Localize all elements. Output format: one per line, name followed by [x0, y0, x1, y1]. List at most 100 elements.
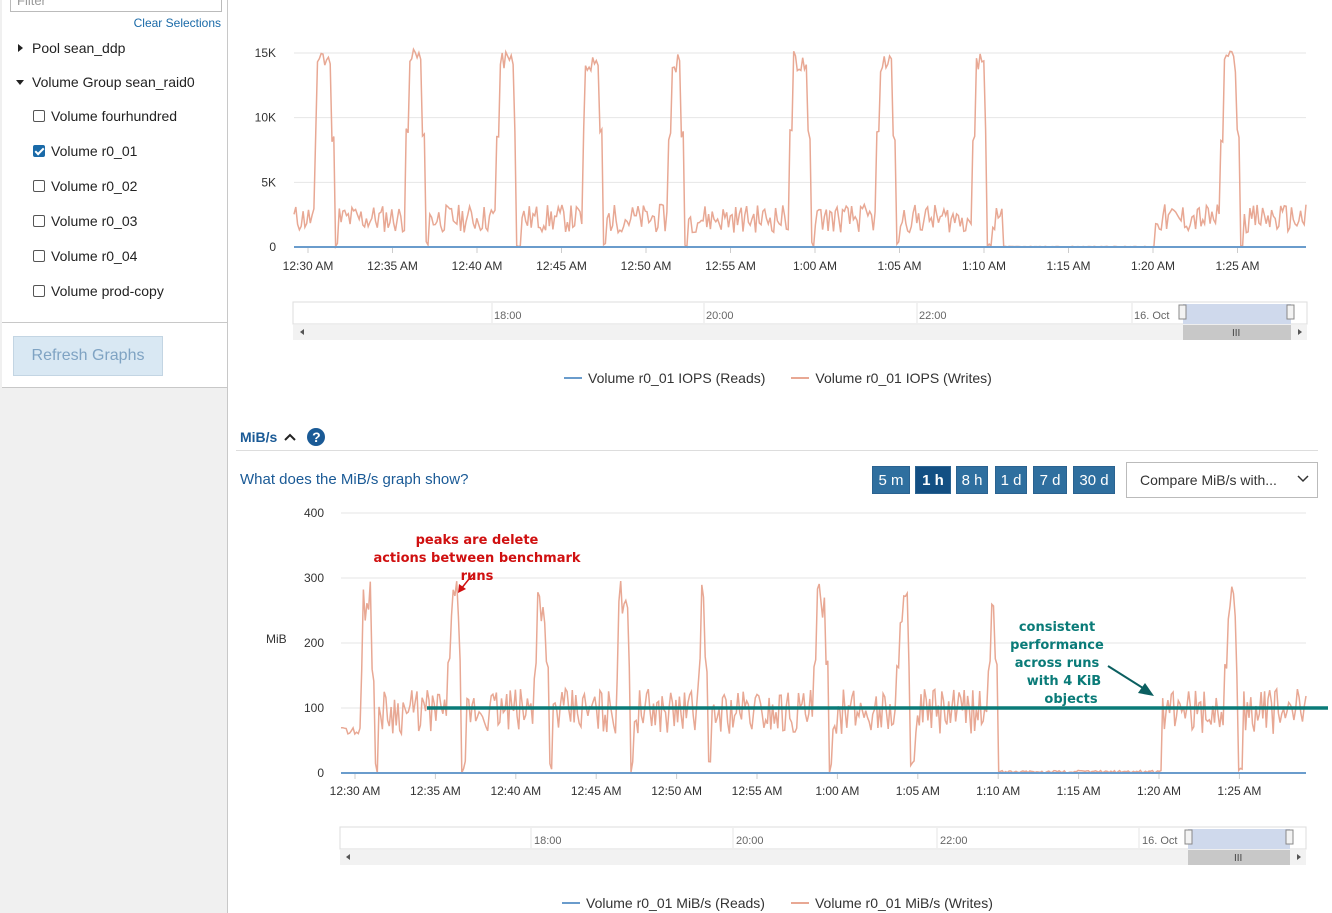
x-tick-label: 12:35 AM — [410, 784, 461, 798]
mibs-legend: Volume r0_01 MiB/s (Reads) Volume r0_01 … — [562, 895, 1019, 911]
navigator-left-handle[interactable] — [1178, 304, 1187, 320]
mibs-section-header[interactable]: MiB/s ? — [240, 428, 326, 446]
tree-volume-row[interactable]: Volume prod-copy — [2, 280, 164, 302]
x-tick-label: 1:05 AM — [877, 259, 921, 273]
tree-volume-row[interactable]: Volume r0_04 — [2, 245, 137, 267]
y-tick-label: 15K — [255, 46, 276, 60]
tree-label: Pool sean_ddp — [32, 40, 126, 56]
compare-select[interactable]: Compare MiB/s with... — [1126, 462, 1318, 498]
navigator-right-handle[interactable] — [1285, 829, 1294, 845]
y-tick-label: 10K — [255, 111, 276, 125]
annotation-line: consistent — [1018, 620, 1096, 635]
legend-label: Volume r0_01 IOPS (Writes) — [815, 370, 992, 386]
x-tick-label: 1:25 AM — [1215, 259, 1259, 273]
x-tick-label: 12:45 AM — [571, 784, 622, 798]
mibs-writes-series — [340, 581, 1307, 775]
chevron-up-icon[interactable] — [283, 432, 297, 442]
writes-swatch — [790, 902, 809, 904]
volume-checkbox[interactable] — [33, 250, 45, 262]
reads-swatch — [562, 902, 580, 904]
tree-volume-row[interactable]: Volume r0_03 — [2, 210, 137, 232]
navigator-selection[interactable] — [1188, 829, 1290, 849]
scroll-left-icon[interactable] — [300, 329, 304, 335]
nav-tick-label: 22:00 — [919, 310, 947, 322]
navigator-scrollbar[interactable] — [293, 325, 1307, 340]
scroll-left-icon[interactable] — [346, 854, 350, 860]
y-tick-label: 100 — [304, 701, 324, 715]
annotation-line: objects — [1044, 692, 1098, 707]
nav-tick-label: 18:00 — [494, 310, 522, 322]
tree-group-row[interactable]: Volume Group sean_raid0 — [2, 71, 195, 93]
help-icon[interactable]: ? — [307, 428, 326, 446]
navigator-scrollbar[interactable] — [340, 850, 1306, 865]
compare-select-value: Compare MiB/s with... — [1140, 472, 1277, 488]
consistent-annotation: consistent performance across runs with … — [1000, 619, 1114, 709]
reads-swatch — [564, 377, 582, 379]
tree-label: Volume Group sean_raid0 — [32, 74, 195, 90]
tree-volume-row[interactable]: Volume r0_01 — [2, 140, 137, 162]
scroll-right-icon[interactable] — [1298, 329, 1302, 335]
legend-item-writes[interactable]: Volume r0_01 MiB/s (Writes) — [790, 895, 993, 911]
range-1h-button[interactable]: 1 h — [915, 466, 951, 494]
nav-tick-label: 16. Oct — [1142, 835, 1177, 847]
range-30d-button[interactable]: 30 d — [1073, 466, 1115, 494]
tree-label: Volume r0_03 — [51, 213, 138, 229]
nav-tick-label: 16. Oct — [1134, 310, 1169, 322]
volume-checkbox[interactable] — [33, 285, 45, 297]
caret-right-icon[interactable] — [18, 44, 23, 52]
range-1d-button[interactable]: 1 d — [995, 466, 1027, 494]
peaks-annotation: peaks are delete actions between benchma… — [360, 532, 594, 586]
x-tick-label: 1:20 AM — [1137, 784, 1181, 798]
caret-down-icon[interactable] — [16, 79, 24, 85]
tree-group-row[interactable]: Pool sean_ddp — [2, 37, 125, 59]
range-8h-button[interactable]: 8 h — [956, 466, 988, 494]
clear-selections-link[interactable]: Clear Selections — [133, 16, 221, 30]
range-5m-button[interactable]: 5 m — [872, 466, 910, 494]
volume-checkbox[interactable] — [33, 110, 45, 122]
x-tick-label: 12:35 AM — [367, 259, 418, 273]
navigator-right-handle[interactable] — [1286, 304, 1295, 320]
y-tick-label: 400 — [304, 506, 324, 520]
volume-tree-panel: Filter Clear Selections Pool sean_ddp Vol… — [2, 0, 227, 323]
refresh-graphs-button[interactable]: Refresh Graphs — [13, 336, 163, 376]
volume-checkbox[interactable] — [33, 145, 45, 157]
x-tick-label: 1:05 AM — [896, 784, 940, 798]
scroll-right-icon[interactable] — [1297, 854, 1301, 860]
scrollbar-thumb[interactable] — [1188, 850, 1290, 865]
iops-legend: Volume r0_01 IOPS (Reads) Volume r0_01 I… — [564, 370, 1018, 386]
navigator-left-handle[interactable] — [1184, 829, 1193, 845]
svg-text:III: III — [1232, 328, 1240, 339]
y-tick-label: 5K — [261, 175, 276, 189]
nav-tick-label: 22:00 — [940, 835, 968, 847]
sidebar: Filter Clear Selections Pool sean_ddp Vol… — [0, 0, 228, 913]
iops-writes-series — [293, 47, 1307, 250]
chevron-down-icon — [1297, 475, 1309, 483]
tree-label: Volume fourhundred — [51, 108, 178, 124]
legend-item-writes[interactable]: Volume r0_01 IOPS (Writes) — [791, 370, 992, 386]
volume-checkbox[interactable] — [33, 215, 45, 227]
volume-checkbox[interactable] — [33, 180, 45, 192]
annotation-line: across runs — [1014, 656, 1100, 671]
nav-tick-label: 18:00 — [534, 835, 562, 847]
range-7d-button[interactable]: 7 d — [1033, 466, 1067, 494]
tree-volume-row[interactable]: Volume r0_02 — [2, 175, 137, 197]
peaks-arrow-icon — [458, 573, 474, 593]
y-tick-label: 0 — [269, 240, 276, 254]
section-divider — [236, 450, 1318, 451]
scrollbar-thumb[interactable] — [1183, 325, 1291, 340]
iops-navigator[interactable]: 18:00 20:00 22:00 16. Oct III — [292, 301, 1308, 340]
navigator-selection[interactable] — [1183, 304, 1291, 324]
x-tick-label: 12:40 AM — [452, 259, 503, 273]
legend-item-reads[interactable]: Volume r0_01 IOPS (Reads) — [564, 370, 765, 386]
y-tick-label: 200 — [304, 636, 324, 650]
mibs-navigator[interactable]: 18:00 20:00 22:00 16. Oct III — [339, 826, 1307, 865]
x-tick-label: 1:10 AM — [976, 784, 1020, 798]
tree-volume-row[interactable]: Volume fourhundred — [2, 105, 177, 127]
legend-label: Volume r0_01 IOPS (Reads) — [588, 370, 766, 386]
x-tick-label: 12:40 AM — [490, 784, 541, 798]
legend-item-reads[interactable]: Volume r0_01 MiB/s (Reads) — [562, 895, 765, 911]
filter-input[interactable]: Filter — [10, 0, 222, 12]
writes-swatch — [791, 377, 810, 379]
tree-label: Volume r0_01 — [51, 143, 138, 159]
what-does-graph-show-link[interactable]: What does the MiB/s graph show? — [240, 471, 469, 488]
